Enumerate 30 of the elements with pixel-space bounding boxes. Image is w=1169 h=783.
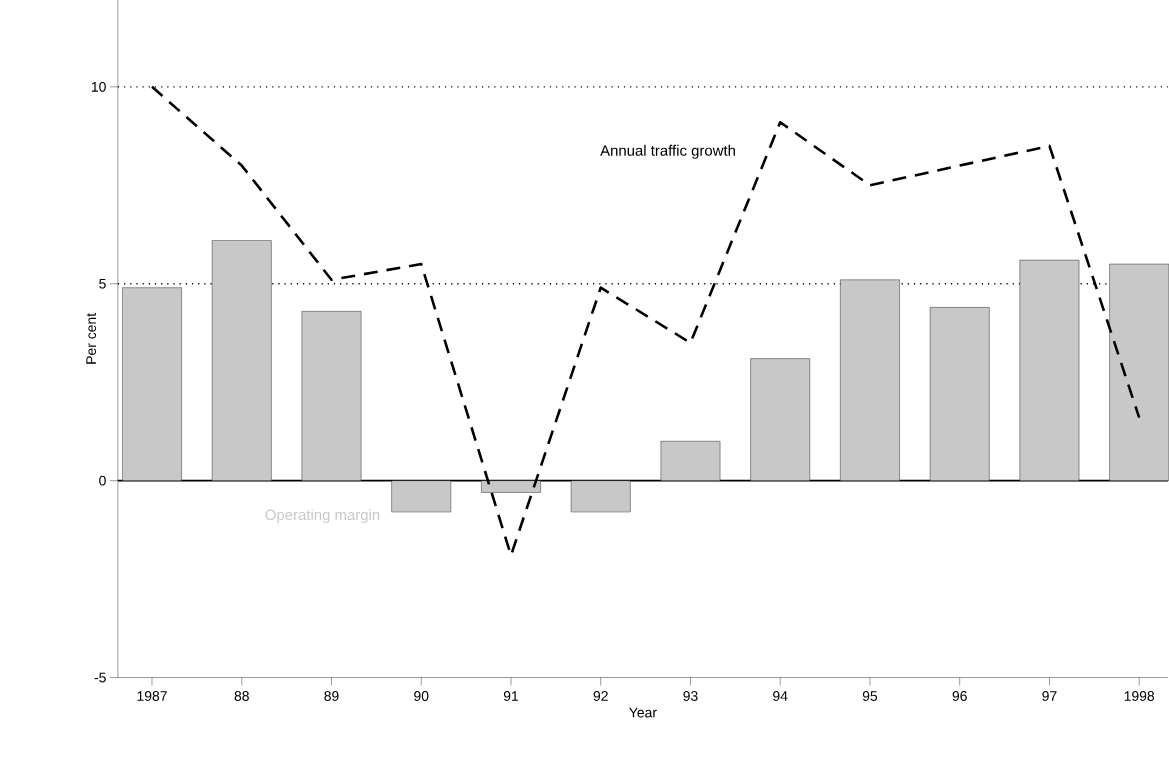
bar bbox=[840, 279, 900, 481]
x-tick-label: 91 bbox=[503, 690, 519, 701]
x-tick-label: 90 bbox=[414, 690, 429, 701]
bar bbox=[391, 480, 452, 513]
x-tick-label: 94 bbox=[773, 690, 788, 701]
bar bbox=[929, 306, 990, 481]
y-tick-label: 10 bbox=[91, 81, 106, 92]
y-tick-label: 0 bbox=[99, 475, 106, 486]
bar bbox=[122, 287, 182, 481]
x-tick-label: 93 bbox=[683, 690, 698, 701]
x-tick-label: 89 bbox=[324, 690, 339, 701]
x-tick-label: 96 bbox=[952, 690, 967, 701]
x-tick-label: 95 bbox=[862, 690, 878, 701]
series-label: Annual traffic growth bbox=[600, 144, 735, 159]
y-tick-label: -5 bbox=[94, 672, 106, 683]
bar bbox=[1109, 263, 1169, 481]
y-tick-label: 5 bbox=[99, 278, 106, 289]
bar bbox=[660, 440, 721, 481]
x-axis-title: Year bbox=[629, 707, 657, 718]
bar bbox=[1019, 259, 1080, 481]
y-axis-title: Per cent bbox=[86, 312, 97, 364]
x-tick-label: 97 bbox=[1042, 690, 1057, 701]
bar bbox=[750, 358, 811, 481]
bar bbox=[301, 310, 362, 481]
bar bbox=[211, 240, 272, 481]
x-tick-label: 1987 bbox=[137, 690, 167, 701]
x-tick-label: 92 bbox=[593, 690, 608, 701]
bar bbox=[570, 480, 631, 513]
x-tick-label: 88 bbox=[234, 690, 249, 701]
x-tick-label: 1998 bbox=[1124, 690, 1155, 701]
